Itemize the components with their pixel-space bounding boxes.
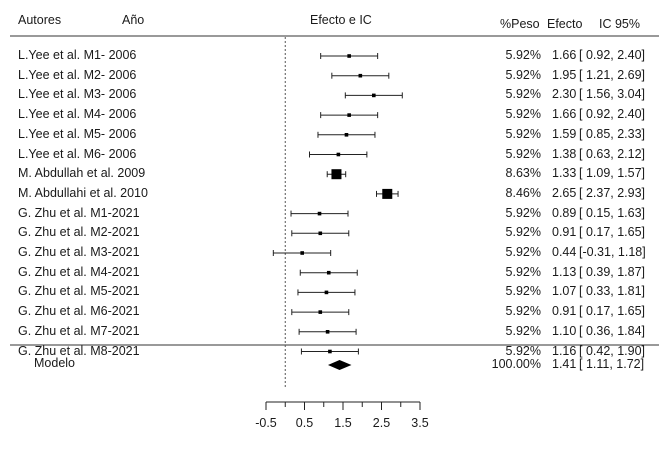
effect-point xyxy=(372,93,376,98)
study-effect: 1.13 xyxy=(552,264,577,279)
study-effect: 0.91 xyxy=(552,304,577,319)
study-ci: [ 0.17, 1.65] xyxy=(579,304,646,319)
study-ci: [ 2.37, 2.93] xyxy=(579,185,646,200)
effect-point xyxy=(325,330,330,334)
study-weight: 5.92% xyxy=(505,343,541,358)
study-weight: 8.46% xyxy=(505,185,541,200)
study-weight: 5.92% xyxy=(505,304,541,319)
effect-point xyxy=(347,54,351,58)
study-label: G. Zhu et al. M7-2021 xyxy=(18,323,140,338)
study-weight: 5.92% xyxy=(505,205,541,220)
effect-point xyxy=(347,113,351,117)
effect-point xyxy=(318,310,323,314)
effect-point xyxy=(326,270,331,275)
study-weight: 5.92% xyxy=(505,264,541,279)
study-weight: 5.92% xyxy=(505,48,541,62)
study-ci: [ 0.85, 2.33] xyxy=(579,126,646,141)
study-ci: [ 0.92, 2.40] xyxy=(579,107,646,122)
study-effect: 0.91 xyxy=(552,225,577,240)
study-effect: 1.16 xyxy=(552,343,577,358)
study-label: L.Yee et al. M3- 2006 xyxy=(18,87,137,102)
study-ci: [ 1.21, 2.69] xyxy=(579,67,646,82)
x-tick-label: 3.5 xyxy=(411,416,428,430)
study-ci: [ 0.15, 1.63] xyxy=(579,205,646,220)
study-ci: [ 0.33, 1.81] xyxy=(579,284,646,299)
study-effect: 0.89 xyxy=(552,205,577,220)
header-weight: %Peso xyxy=(500,17,540,31)
effect-point xyxy=(317,211,322,216)
study-label: G. Zhu et al. M4-2021 xyxy=(18,264,140,279)
study-label: G. Zhu et al. M8-2021 xyxy=(18,343,140,358)
study-ci: [ 1.56, 3.04] xyxy=(579,87,646,102)
study-weight: 5.92% xyxy=(505,245,541,259)
header-year: Año xyxy=(122,13,145,27)
study-weight: 5.92% xyxy=(505,225,541,240)
study-label: L.Yee et al. M4- 2006 xyxy=(18,107,137,122)
study-label: G. Zhu et al. M3-2021 xyxy=(18,245,140,259)
effect-point xyxy=(358,73,363,78)
effect-point xyxy=(336,152,341,157)
x-tick-label: 1.5 xyxy=(334,416,351,430)
study-weight: 5.92% xyxy=(505,126,541,141)
x-tick-label: 0.5 xyxy=(296,416,313,430)
effect-point xyxy=(328,349,332,354)
study-effect: 1.38 xyxy=(552,146,577,161)
header-effect: Efecto xyxy=(547,17,583,31)
effect-point xyxy=(318,231,323,236)
summary-effect: 1.41 xyxy=(552,357,577,371)
study-ci: [ 0.39, 1.87] xyxy=(579,264,646,279)
summary-diamond xyxy=(327,360,352,370)
study-label: G. Zhu et al. M2-2021 xyxy=(18,225,140,240)
study-label: G. Zhu et al. M5-2021 xyxy=(18,284,140,299)
summary-weight: 100.00% xyxy=(491,357,541,371)
study-effect: 1.10 xyxy=(552,323,577,338)
effect-point xyxy=(324,290,329,295)
study-effect: 1.95 xyxy=(552,67,577,82)
effect-point xyxy=(300,251,304,255)
study-effect: 2.65 xyxy=(552,185,577,200)
study-effect: 0.44 xyxy=(552,245,577,259)
effect-point xyxy=(382,188,393,199)
study-ci: [ 1.09, 1.57] xyxy=(579,166,646,181)
study-ci: [ 0.92, 2.40] xyxy=(579,48,646,62)
study-ci: [ 0.63, 2.12] xyxy=(579,146,646,161)
header-effect-ci: Efecto e IC xyxy=(310,13,372,27)
study-weight: 5.92% xyxy=(505,87,541,102)
x-tick-label: -0.5 xyxy=(255,416,277,430)
study-label: M. Abdullahi et al. 2010 xyxy=(18,185,148,200)
study-ci: [ 0.17, 1.65] xyxy=(579,225,646,240)
study-label: M. Abdullah et al. 2009 xyxy=(18,166,146,181)
study-label: L.Yee et al. M5- 2006 xyxy=(18,126,137,141)
study-label: G. Zhu et al. M6-2021 xyxy=(18,304,140,319)
study-effect: 1.66 xyxy=(552,48,577,62)
study-weight: 5.92% xyxy=(505,107,541,122)
summary-ci: [ 1.11, 1.72] xyxy=(579,357,645,371)
study-ci: [-0.31, 1.18] xyxy=(579,245,646,259)
study-label: G. Zhu et al. M1-2021 xyxy=(18,205,140,220)
header-ci95: IC 95% xyxy=(599,17,640,31)
effect-point xyxy=(344,133,349,137)
study-effect: 1.59 xyxy=(552,126,577,141)
study-weight: 5.92% xyxy=(505,323,541,338)
study-effect: 1.66 xyxy=(552,107,577,122)
study-label: L.Yee et al. M6- 2006 xyxy=(18,146,137,161)
study-effect: 1.33 xyxy=(552,166,577,181)
x-tick-label: 2.5 xyxy=(373,416,390,430)
summary-label: Modelo xyxy=(34,356,75,370)
study-effect: 1.07 xyxy=(552,284,577,299)
study-weight: 8.63% xyxy=(505,166,541,181)
study-ci: [ 0.36, 1.84] xyxy=(579,323,646,338)
study-weight: 5.92% xyxy=(505,146,541,161)
study-effect: 2.30 xyxy=(552,87,577,102)
study-label: L.Yee et al. M2- 2006 xyxy=(18,67,137,82)
header-authors: Autores xyxy=(18,13,62,27)
study-ci: [ 0.42, 1.90] xyxy=(579,343,646,358)
study-label: L.Yee et al. M1- 2006 xyxy=(18,48,137,62)
study-weight: 5.92% xyxy=(505,284,541,299)
effect-point xyxy=(331,169,342,180)
study-weight: 5.92% xyxy=(505,67,541,82)
